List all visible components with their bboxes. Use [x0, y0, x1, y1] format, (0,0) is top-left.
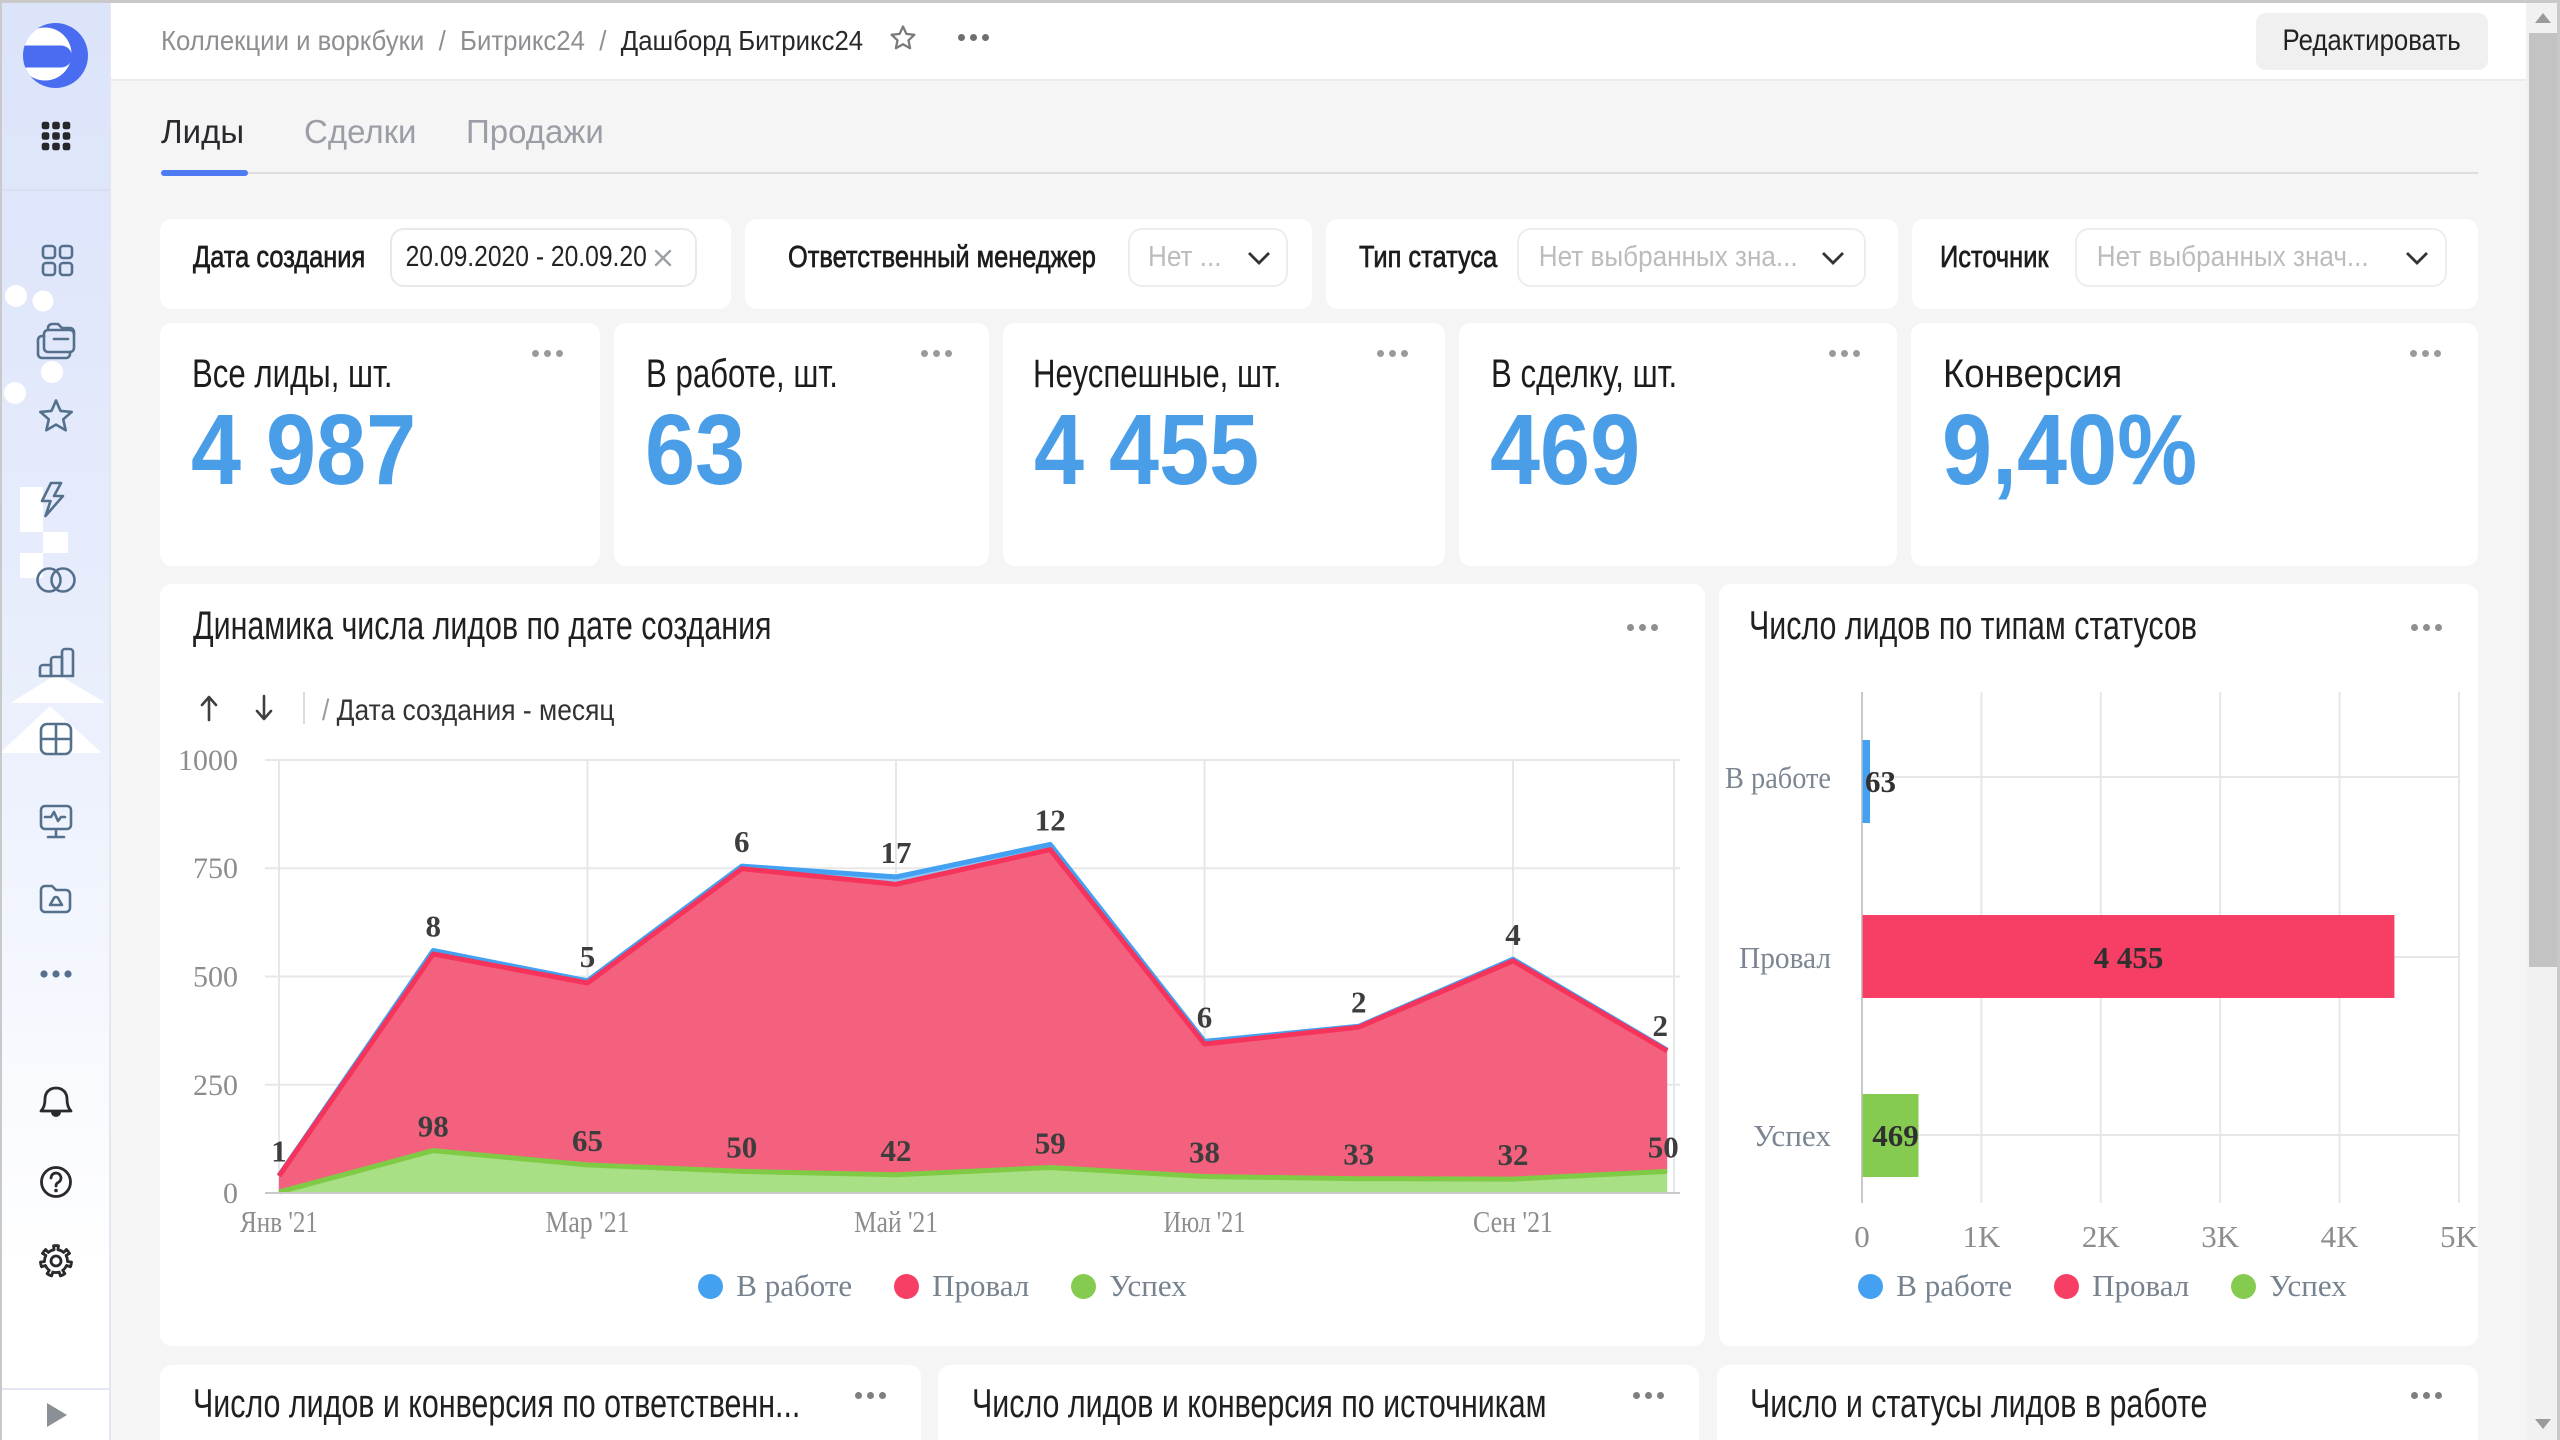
svg-text:4: 4: [1505, 917, 1521, 952]
svg-text:Июл '21: Июл '21: [1164, 1204, 1246, 1239]
svg-text:63: 63: [1865, 764, 1896, 799]
svg-text:2: 2: [1351, 984, 1367, 1019]
svg-text:В работе: В работе: [1725, 760, 1831, 795]
svg-text:0: 0: [223, 1177, 238, 1210]
svg-text:3K: 3K: [2201, 1219, 2240, 1254]
svg-text:469: 469: [1872, 1118, 1919, 1153]
svg-text:65: 65: [572, 1123, 603, 1158]
svg-text:42: 42: [881, 1133, 912, 1168]
svg-text:0: 0: [1854, 1219, 1870, 1254]
svg-text:Май '21: Май '21: [854, 1204, 938, 1239]
svg-text:8: 8: [425, 909, 441, 944]
svg-text:Янв '21: Янв '21: [240, 1204, 318, 1239]
svg-text:5: 5: [580, 939, 596, 974]
svg-text:6: 6: [734, 824, 750, 859]
svg-text:59: 59: [1035, 1126, 1066, 1161]
svg-text:5K: 5K: [2440, 1219, 2478, 1254]
svg-text:2K: 2K: [2082, 1219, 2121, 1254]
svg-text:12: 12: [1035, 802, 1066, 837]
svg-text:250: 250: [193, 1069, 238, 1102]
svg-text:17: 17: [881, 835, 912, 870]
svg-text:32: 32: [1498, 1137, 1529, 1172]
svg-text:50: 50: [1648, 1129, 1679, 1164]
svg-text:Успех: Успех: [1753, 1118, 1831, 1153]
svg-text:4 455: 4 455: [2094, 940, 2164, 975]
svg-text:Сен '21: Сен '21: [1473, 1204, 1553, 1239]
svg-text:33: 33: [1343, 1137, 1374, 1172]
svg-text:Провал: Провал: [1739, 940, 1831, 975]
svg-text:1K: 1K: [1962, 1219, 2001, 1254]
svg-text:4K: 4K: [2321, 1219, 2360, 1254]
svg-text:Мар '21: Мар '21: [546, 1204, 630, 1239]
svg-text:6: 6: [1197, 999, 1213, 1034]
svg-text:500: 500: [193, 961, 238, 994]
svg-text:2: 2: [1652, 1008, 1668, 1043]
svg-text:1: 1: [271, 1134, 287, 1169]
svg-text:1000: 1000: [178, 744, 238, 777]
svg-text:98: 98: [418, 1109, 449, 1144]
svg-text:50: 50: [726, 1129, 757, 1164]
svg-text:38: 38: [1189, 1135, 1220, 1170]
svg-text:750: 750: [193, 852, 238, 885]
